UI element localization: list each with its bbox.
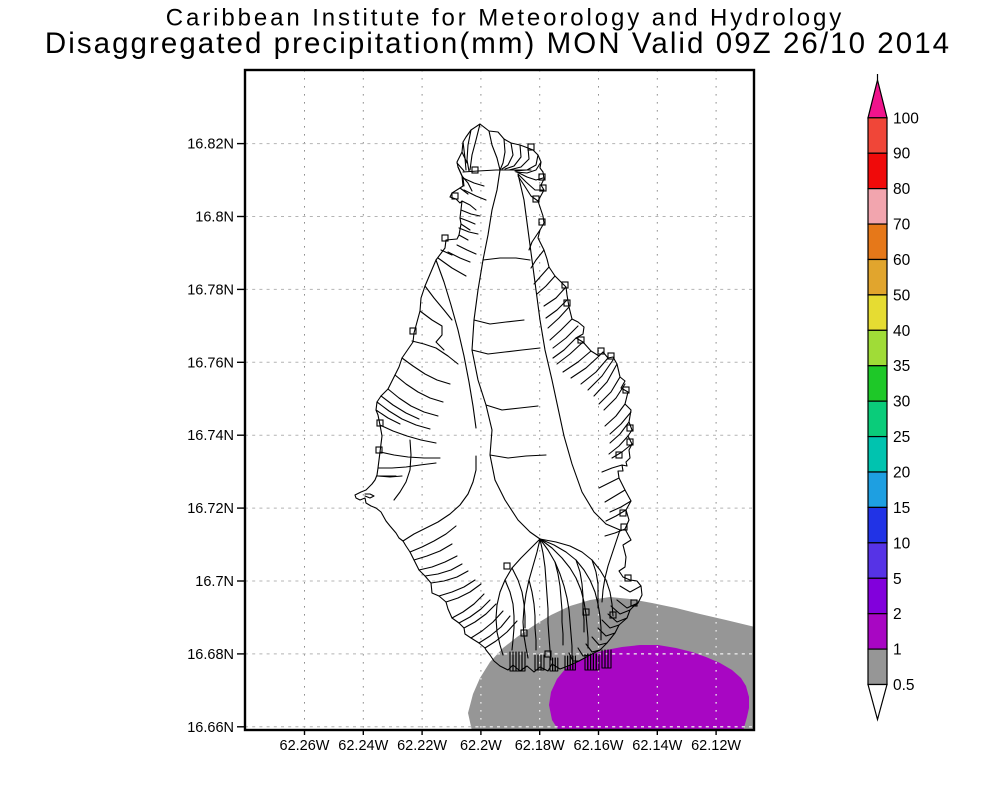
svg-text:16.8N: 16.8N xyxy=(195,210,234,226)
svg-text:16.78N: 16.78N xyxy=(187,282,234,298)
svg-text:2: 2 xyxy=(893,606,902,623)
svg-text:Disaggregated precipitation(mm: Disaggregated precipitation(mm) MON Vali… xyxy=(45,27,951,60)
svg-text:1: 1 xyxy=(893,642,902,659)
svg-text:16.7N: 16.7N xyxy=(195,574,234,590)
svg-text:16.82N: 16.82N xyxy=(187,137,234,153)
svg-text:20: 20 xyxy=(893,465,911,482)
svg-text:62.18W: 62.18W xyxy=(515,738,565,754)
svg-text:70: 70 xyxy=(893,217,911,234)
svg-text:16.76N: 16.76N xyxy=(187,355,234,371)
svg-text:25: 25 xyxy=(893,429,910,446)
svg-text:80: 80 xyxy=(893,181,911,198)
svg-text:62.26W: 62.26W xyxy=(280,738,330,754)
svg-text:62.12W: 62.12W xyxy=(691,738,741,754)
svg-text:16.66N: 16.66N xyxy=(187,720,234,736)
svg-text:10: 10 xyxy=(893,535,911,552)
svg-text:62.2W: 62.2W xyxy=(460,738,502,754)
svg-text:62.16W: 62.16W xyxy=(574,738,624,754)
svg-text:15: 15 xyxy=(893,500,910,517)
svg-text:40: 40 xyxy=(893,323,911,340)
svg-text:100: 100 xyxy=(893,110,919,127)
svg-text:Caribbean Institute for Meteor: Caribbean Institute for Meteorology and … xyxy=(166,5,844,32)
svg-text:16.68N: 16.68N xyxy=(187,647,234,663)
svg-text:5: 5 xyxy=(893,571,902,588)
svg-text:62.14W: 62.14W xyxy=(632,738,682,754)
svg-text:0.5: 0.5 xyxy=(893,677,915,694)
svg-text:62.24W: 62.24W xyxy=(338,738,388,754)
svg-text:35: 35 xyxy=(893,358,910,375)
svg-text:16.72N: 16.72N xyxy=(187,501,234,517)
svg-text:90: 90 xyxy=(893,146,911,163)
svg-text:50: 50 xyxy=(893,287,911,304)
svg-text:62.22W: 62.22W xyxy=(397,738,447,754)
svg-text:60: 60 xyxy=(893,252,911,269)
svg-text:16.74N: 16.74N xyxy=(187,428,234,444)
svg-text:30: 30 xyxy=(893,394,911,411)
